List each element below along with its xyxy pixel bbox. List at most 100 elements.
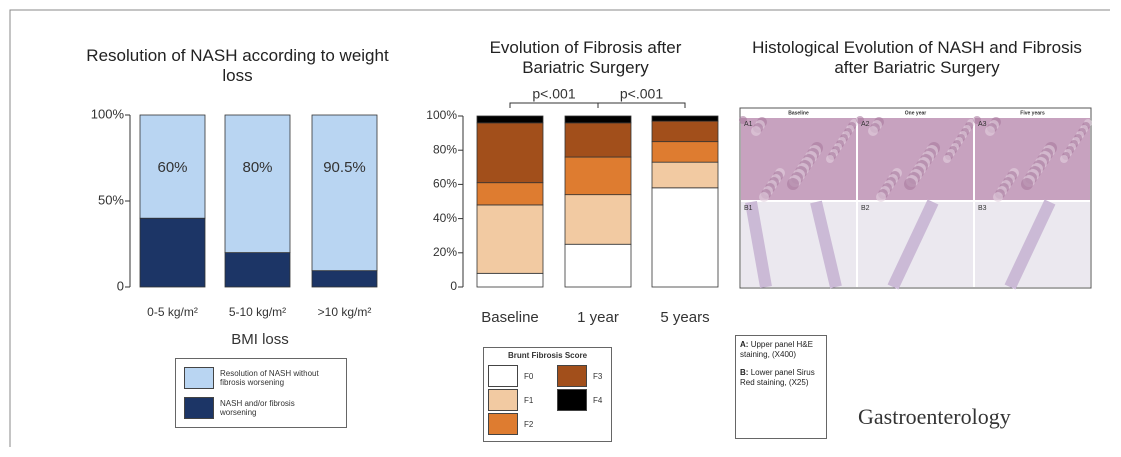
tissue xyxy=(887,199,939,290)
tile-label: B1 xyxy=(744,205,753,212)
tissue xyxy=(745,200,842,289)
texture xyxy=(973,116,981,124)
texture xyxy=(943,155,951,163)
legend-swatch xyxy=(557,365,587,387)
texture xyxy=(826,155,834,163)
bar-segment xyxy=(311,114,378,272)
bar-segment xyxy=(651,161,719,189)
bar-segment xyxy=(476,122,544,184)
y-tick-label: 20% xyxy=(433,245,457,259)
bar-segment xyxy=(476,204,544,274)
note-text: Lower panel Sirus Red staining, (X25) xyxy=(740,368,815,387)
bar-segment xyxy=(564,194,632,245)
tissue xyxy=(1004,199,1056,290)
texture xyxy=(759,192,769,202)
texture xyxy=(868,126,878,136)
x-tick-label: 0-5 kg/m² xyxy=(147,305,198,319)
bracket xyxy=(597,102,686,108)
tile-label: A1 xyxy=(744,121,753,128)
x-tick-label: 1 year xyxy=(577,309,619,326)
legend-swatch xyxy=(184,397,214,419)
tile-label: A2 xyxy=(861,121,870,128)
legend-item: F4 xyxy=(557,389,623,411)
bar-segment xyxy=(476,115,544,124)
x-tick-label: >10 kg/m² xyxy=(318,305,372,319)
annotation: p<.001 xyxy=(620,86,663,102)
tile-label: B3 xyxy=(978,205,987,212)
legend-item: Resolution of NASH without fibrosis wors… xyxy=(184,367,330,389)
texture xyxy=(856,116,864,124)
legend-item: F0 xyxy=(488,365,554,387)
y-tick-label: 0 xyxy=(450,279,457,293)
x-tick-label: 5-10 kg/m² xyxy=(229,305,286,319)
bar-segment xyxy=(651,120,719,143)
legend: Brunt Fibrosis Score F0 F1 F2 F3 F4 xyxy=(483,347,612,442)
column-label: One year xyxy=(905,110,926,116)
chart-title: Evolution of Fibrosis after Bariatric Su… xyxy=(489,38,682,77)
notes-box: A: Upper panel H&E staining, (X400) B: L… xyxy=(735,335,827,439)
texture xyxy=(739,116,747,124)
bar-segment xyxy=(224,252,291,288)
journal-name: Gastroenterology xyxy=(858,404,1011,429)
value-label: 80% xyxy=(242,159,272,176)
note-key: B: xyxy=(740,368,749,377)
legend-label: F1 xyxy=(524,395,534,405)
texture xyxy=(993,192,1003,202)
legend-swatch xyxy=(184,367,214,389)
bar-segment xyxy=(224,114,291,254)
texture xyxy=(787,178,799,190)
y-tick-label: 60% xyxy=(433,177,457,191)
legend-swatch xyxy=(488,365,518,387)
legend-item: F3 xyxy=(557,365,623,387)
texture xyxy=(876,192,886,202)
note-text: Upper panel H&E staining, (X400) xyxy=(740,340,813,359)
legend-swatch xyxy=(557,389,587,411)
bar-segment xyxy=(311,270,378,288)
legend-item: F1 xyxy=(488,389,554,411)
y-tick-label: 100% xyxy=(426,108,457,122)
bar-segment xyxy=(476,182,544,206)
bar-segment xyxy=(651,187,719,288)
legend-title: Brunt Fibrosis Score xyxy=(507,351,588,360)
texture xyxy=(1021,178,1033,190)
annotation: p<.001 xyxy=(532,86,575,102)
y-tick-label: 50% xyxy=(98,192,124,207)
texture xyxy=(1060,155,1068,163)
texture xyxy=(751,126,761,136)
value-label: 90.5% xyxy=(323,159,366,176)
bar-segment xyxy=(564,156,632,196)
note: A: Upper panel H&E staining, (X400) xyxy=(740,340,822,360)
legend: Resolution of NASH without fibrosis wors… xyxy=(175,358,347,428)
note: B: Lower panel Sirus Red staining, (X25) xyxy=(740,368,822,388)
x-tick-label: 5 years xyxy=(660,309,709,326)
bar-segment xyxy=(139,217,206,288)
y-tick-label: 40% xyxy=(433,211,457,225)
frame xyxy=(9,9,1110,447)
bar-segment xyxy=(651,115,719,122)
legend-label: F0 xyxy=(524,371,534,381)
x-axis-label: BMI loss xyxy=(231,331,289,348)
y-tick-label: 80% xyxy=(433,142,457,156)
legend-label: F3 xyxy=(593,371,603,381)
legend-swatch xyxy=(488,413,518,435)
bar-segment xyxy=(564,243,632,288)
tile-label: A3 xyxy=(978,121,987,128)
texture xyxy=(904,178,916,190)
legend-label: F2 xyxy=(524,419,534,429)
panel-title: Histological Evolution of NASH and Fibro… xyxy=(752,38,1082,77)
legend-item: F2 xyxy=(488,413,554,435)
x-tick-label: Baseline xyxy=(481,309,539,326)
bar-segment xyxy=(139,114,206,219)
legend-label: F4 xyxy=(593,395,603,405)
note-key: A: xyxy=(740,340,749,349)
bracket xyxy=(509,102,599,108)
legend-label: Resolution of NASH without fibrosis wors… xyxy=(220,369,319,387)
legend-label: NASH and/or fibrosis worsening xyxy=(220,399,295,417)
y-tick-label: 100% xyxy=(91,106,125,121)
y-tick-label: 0 xyxy=(117,278,124,293)
texture xyxy=(985,126,995,136)
bar-segment xyxy=(564,115,632,124)
bar-segment xyxy=(564,122,632,158)
tile-label: B2 xyxy=(861,205,870,212)
